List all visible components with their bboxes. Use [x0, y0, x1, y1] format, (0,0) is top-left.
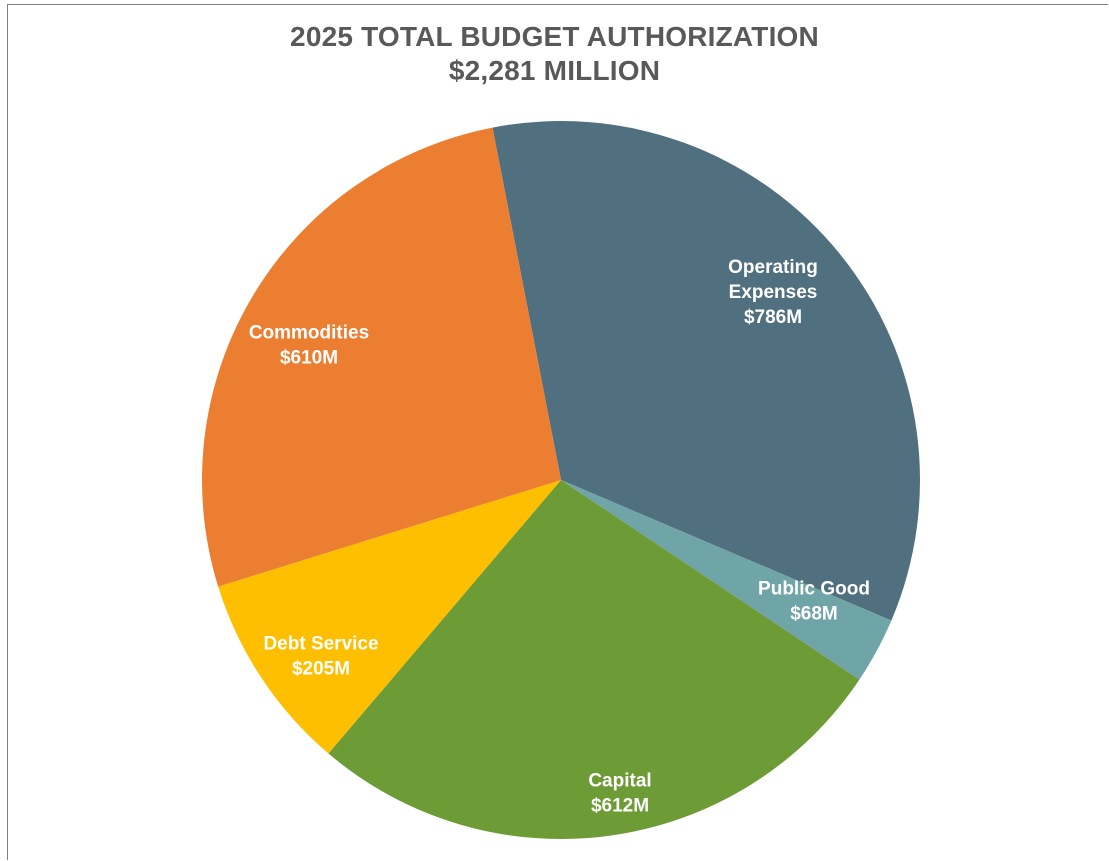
- data-label-public-good: Public Good $68M: [758, 579, 870, 625]
- chart-title: 2025 TOTAL BUDGET AUTHORIZATION $2,281 M…: [0, 20, 1109, 88]
- slice-public-good: [561, 480, 892, 680]
- data-label-line: $786M: [744, 307, 802, 328]
- slice-debt-service: [218, 480, 561, 754]
- slice-capital: [328, 480, 860, 839]
- data-label-line: Expenses: [729, 282, 818, 303]
- slice-operating-expenses: [492, 121, 921, 621]
- slice-commodities: [201, 127, 561, 587]
- data-label-line: $610M: [280, 348, 338, 369]
- data-label-commodities: Commodities $610M: [249, 323, 369, 369]
- pie-labels: Operating Expenses $786M Public Good $68M Cap…: [249, 257, 870, 817]
- data-label-line: $68M: [790, 604, 838, 625]
- data-label-line: Commodities: [249, 323, 369, 344]
- data-label-debt-service: Debt Service $205M: [263, 634, 378, 680]
- data-label-line: Capital: [588, 771, 651, 792]
- data-label-capital: Capital $612M: [588, 771, 651, 817]
- data-label-line: $205M: [292, 659, 350, 680]
- data-label-line: Public Good: [758, 579, 870, 600]
- pie-slices: [201, 121, 921, 839]
- data-label-line: Operating: [728, 257, 818, 278]
- title-line: 2025 TOTAL BUDGET AUTHORIZATION: [290, 21, 819, 52]
- subtitle-line: $2,281 MILLION: [448, 55, 661, 86]
- data-label-operating-expenses: Operating Expenses $786M: [728, 257, 818, 328]
- data-label-line: Debt Service: [263, 634, 378, 655]
- data-label-line: $612M: [591, 796, 649, 817]
